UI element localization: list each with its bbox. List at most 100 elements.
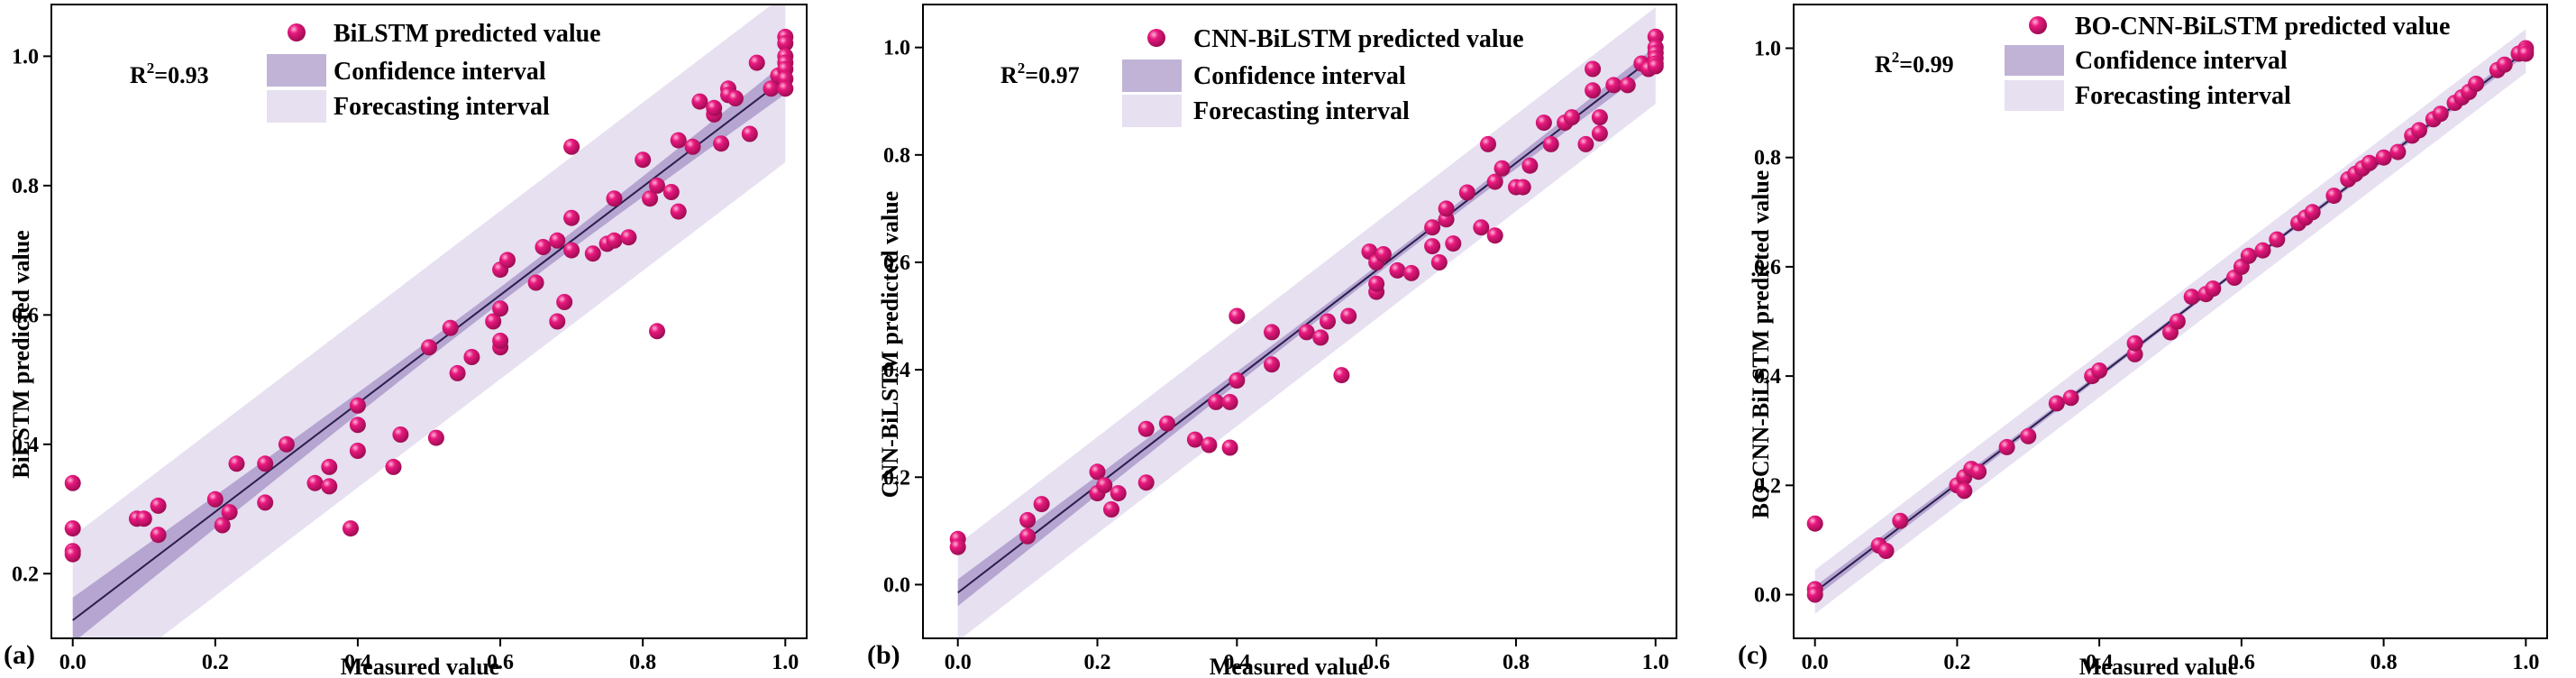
panel-c-data-point: [1892, 512, 1909, 529]
panel-b-legend-predicted-label: CNN-BiLSTM predicted value: [1193, 25, 1524, 53]
panel-c-data-point: [2169, 313, 2186, 330]
panel-c-data-point: [1877, 543, 1895, 559]
panel-a-data-point: [763, 80, 780, 97]
panel-b-data-point: [1298, 324, 1315, 341]
panel-b-data-point: [1221, 393, 1238, 410]
panel-b-data-point: [1333, 367, 1350, 384]
panel-b-data-point: [1019, 511, 1037, 528]
panel-b-axes-frame: [922, 4, 1677, 639]
panel-b-data-point: [1486, 173, 1503, 190]
panel-c-data-point: [2468, 75, 2485, 92]
panel-c-y-axis-title: BO-CNN-BiLSTM predicted value: [1748, 170, 1774, 519]
panel-c-data-point: [2389, 143, 2407, 160]
panel-a-data-point: [64, 520, 81, 537]
panel-b-x-tick-label: 0.4: [1223, 651, 1250, 674]
panel-a-data-point: [691, 93, 708, 110]
panel-a-data-point: [549, 313, 566, 330]
panel-c-data-point: [2020, 427, 2037, 444]
panel-b-data-point: [1591, 125, 1608, 142]
panel-a-data-point: [620, 229, 637, 246]
panel-a-data-point: [563, 138, 580, 155]
panel-a-data-point: [64, 474, 81, 491]
panel-b-data-point: [1647, 58, 1664, 75]
panel-a-data-point: [748, 54, 765, 71]
panel-a-data-point: [228, 455, 245, 472]
panel-b-plot: 0.0 0.2 0.4 0.6 0.8 1.0 0.0 0.2 0.4 0.6 0.8 1.0: [883, 4, 1677, 674]
panel-b-data-point: [1619, 77, 1636, 94]
panel-b-data-point: [1542, 135, 1559, 152]
panel-a-data-point: [777, 80, 794, 97]
panel-a-legend-forecast-swatch: [267, 90, 326, 123]
panel-b-r2-annotation: R2=0.97: [1000, 60, 1080, 88]
panel-c-data-point: [2062, 389, 2079, 407]
panel-a-x-tick-label: 0.0: [59, 651, 87, 674]
panel-a-x-axis-title: Measured value: [341, 654, 499, 678]
panel-c-data-point: [2411, 122, 2427, 139]
panel-c-legend-forecast-swatch: [2005, 80, 2064, 111]
panel-c-plot: 0.0 0.2 0.4 0.6 0.8 1.0 0.0 0.2 0.4 0.6 0.8 1.0: [1754, 4, 2548, 674]
panel-c-data-point: [2517, 45, 2535, 62]
panel-b-data-point: [1137, 474, 1155, 491]
panel-a-data-point: [257, 455, 274, 472]
panel-c-x-tick-label: 0.2: [1943, 651, 1970, 674]
panel-b-y-tick-label: 0.0: [883, 573, 910, 597]
panel-a-data-point: [321, 478, 338, 495]
panel-c-data-point: [2496, 56, 2513, 73]
panel-a-data-point: [635, 151, 652, 169]
panel-b-legend: CNN-BiLSTM predicted value Confidence in…: [1122, 25, 1524, 127]
panel-b-data-point: [1264, 324, 1280, 341]
panel-c-data-point: [2048, 395, 2065, 412]
panel-c-data-point: [1806, 586, 1823, 603]
panel-c-r2-annotation: R2=0.99: [1875, 49, 1954, 78]
panel-b-legend-forecast-label: Forecasting interval: [1193, 97, 1410, 125]
panel-b-data-point: [1033, 496, 1050, 513]
panel-b-data-point: [1229, 372, 1246, 389]
panel-b-data-point: [1264, 356, 1280, 373]
panel-b-data-point: [1577, 135, 1594, 152]
panel-c-legend-predicted-label: BO-CNN-BiLSTM predicted value: [2075, 13, 2450, 41]
panel-a-data-point: [278, 435, 295, 453]
panel-c-data-point: [1998, 438, 2015, 455]
panel-c-legend: BO-CNN-BiLSTM predicted value Confidence…: [2005, 13, 2450, 111]
panel-b-data-point: [1089, 463, 1106, 481]
panel-c-x-tick-label: 1.0: [2512, 651, 2539, 674]
panel-c-data-point: [2304, 204, 2321, 221]
panel-b-label: (b): [867, 640, 900, 670]
panel-b-data-point: [1320, 313, 1336, 330]
panel-b-data-point: [1424, 219, 1441, 236]
panel-c-data-point: [2361, 154, 2378, 171]
panel-a-data-point: [563, 209, 580, 226]
panel-a-data-point: [349, 417, 366, 434]
panel-b-data-point: [1208, 393, 1225, 410]
panel-c-data-point: [2091, 362, 2108, 379]
panel-a-data-point: [427, 429, 444, 446]
panel-c-y-tick-label: 0.0: [1754, 584, 1781, 608]
panel-a-y-tick-label: 0.2: [12, 563, 39, 586]
panel-a-x-tick-label: 0.4: [344, 651, 371, 674]
panel-a-data-point: [649, 323, 665, 340]
panel-b-data-point: [1221, 439, 1238, 456]
panel-a-data-point: [684, 138, 701, 155]
panel-a-data-point: [343, 520, 359, 537]
panel-a-plot: 0.0 0.2 0.4 0.6 0.8 1.0 0.2 0.4 0.6 0.8 1.0: [12, 4, 808, 674]
panel-a-data-point: [556, 294, 573, 310]
panel-a-data-point: [321, 458, 338, 475]
panel-c-data-point: [2254, 242, 2271, 259]
panel-a-data-point: [442, 319, 459, 336]
panel-b-data-point: [1494, 160, 1511, 177]
panel-a-data-point: [349, 397, 366, 414]
panel-b-data-point: [1535, 115, 1552, 132]
panel-a-data-point: [527, 274, 544, 291]
panel-a-data-point: [150, 497, 167, 514]
panel-c-data-point: [1956, 482, 1973, 499]
panel-a: (a) Measured value BiLSTM predicted valu…: [4, 20, 601, 678]
panel-a-legend-confidence-label: Confidence interval: [333, 58, 546, 86]
panel-a-data-point: [649, 177, 665, 194]
panel-a-x-tick-label: 0.8: [629, 651, 656, 674]
panel-b-y-tick-label: 0.6: [883, 252, 910, 275]
panel-a-legend-confidence-swatch: [267, 54, 326, 87]
panel-c-y-tick-label: 0.8: [1754, 147, 1781, 170]
panel-a-data-point: [777, 35, 794, 51]
panel-c-y-tick-label: 0.4: [1754, 365, 1781, 389]
panel-a-data-point: [221, 504, 238, 521]
